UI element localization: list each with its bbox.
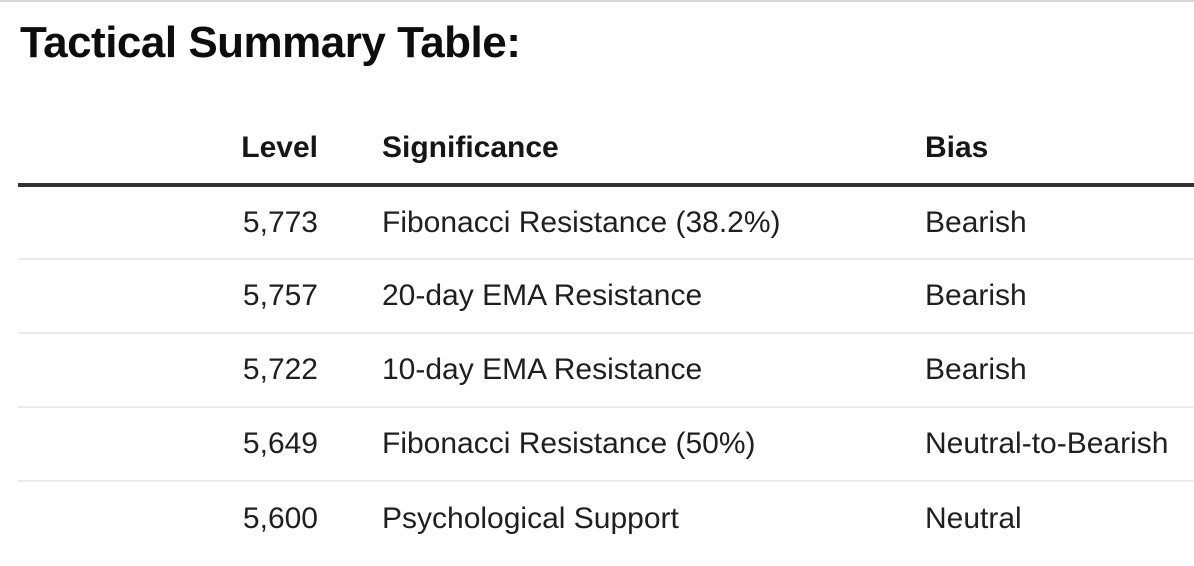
bias-value: Bearish xyxy=(861,333,1194,408)
column-header-bias: Bias xyxy=(861,112,1194,187)
level-value: 5,757 xyxy=(18,259,318,334)
table-row: 5,757 20-day EMA Resistance Bearish xyxy=(18,259,1194,334)
bias-value: Bearish xyxy=(861,185,1194,260)
significance-value: 20-day EMA Resistance xyxy=(318,259,861,334)
bias-value: Bearish xyxy=(861,259,1194,334)
significance-value: Fibonacci Resistance (50%) xyxy=(318,407,861,482)
level-value: 5,649 xyxy=(18,407,318,482)
tactical-summary-table: Level Significance Bias 5,773 Fibonacci … xyxy=(18,112,1194,555)
bias-value: Neutral xyxy=(925,501,1022,535)
table-row: 5,649 Fibonacci Resistance (50%) Neutral… xyxy=(18,407,1194,482)
column-header-level: Level xyxy=(18,112,318,187)
page-title: Tactical Summary Table: xyxy=(20,18,521,67)
table-row: 5,773 Fibonacci Resistance (38.2%) Beari… xyxy=(18,185,1194,260)
level-value: 5,722 xyxy=(18,333,318,408)
table-header: Level Significance Bias xyxy=(18,112,1194,187)
significance-value: Psychological Support xyxy=(382,501,679,535)
level-value: 5,600 xyxy=(242,501,318,535)
table-row: 5,600 Psychological Support Neutral xyxy=(18,481,1194,555)
table-row: 5,722 10-day EMA Resistance Bearish xyxy=(18,333,1194,408)
bias-value: Neutral-to-Bearish xyxy=(861,407,1194,482)
significance-value: 10-day EMA Resistance xyxy=(318,333,861,408)
table-header-row: Level Significance Bias xyxy=(18,112,1194,187)
table-body: 5,773 Fibonacci Resistance (38.2%) Beari… xyxy=(18,185,1194,555)
column-header-significance: Significance xyxy=(318,112,861,187)
level-value: 5,773 xyxy=(18,185,318,260)
significance-value: Fibonacci Resistance (38.2%) xyxy=(318,185,861,260)
